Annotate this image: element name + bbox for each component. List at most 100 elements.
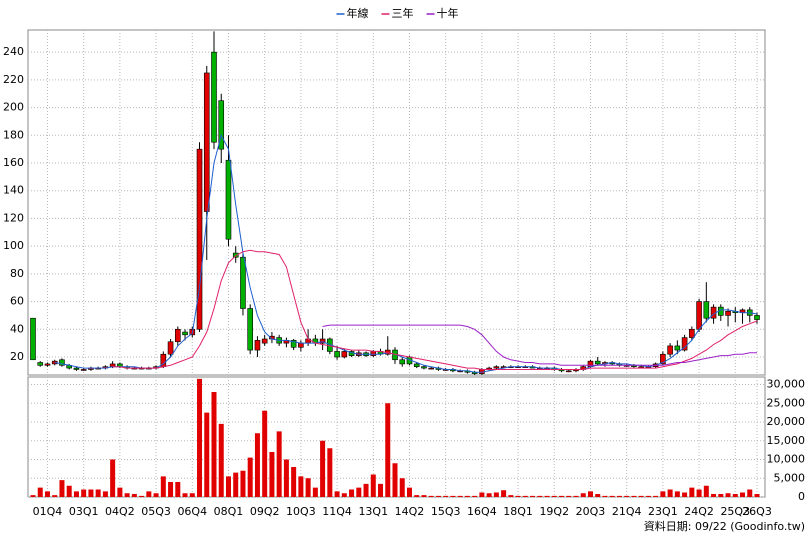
volume-bar — [320, 440, 326, 497]
x-tick-label: 25Q3 — [720, 505, 750, 518]
volume-bar — [392, 463, 398, 497]
volume-bar — [457, 495, 463, 497]
volume-bar — [341, 493, 347, 497]
candle-body — [334, 351, 340, 358]
y-tick-label: 40 — [10, 322, 24, 335]
x-tick-label: 20Q3 — [576, 505, 606, 518]
candle-body — [298, 342, 304, 348]
candle-body — [290, 340, 297, 348]
y2-tick-label: 15,000 — [767, 434, 806, 447]
x-tick-label: 24Q2 — [684, 505, 714, 518]
volume-bar — [175, 482, 181, 497]
x-tick-label: 10Q3 — [286, 505, 316, 518]
volume-bar — [37, 487, 43, 497]
x-tick-label: 19Q2 — [539, 505, 569, 518]
volume-bar — [269, 452, 275, 497]
candle-body — [44, 363, 51, 366]
y2-tick-label: 20,000 — [767, 415, 806, 428]
volume-bar — [696, 489, 702, 497]
volume-bar — [139, 495, 145, 497]
volume-bar — [218, 423, 224, 497]
y2-tick-label: 25,000 — [767, 396, 806, 409]
volume-bar — [559, 495, 565, 497]
volume-bar — [30, 495, 36, 497]
x-tick-label: 23Q1 — [648, 505, 678, 518]
candle-body — [196, 148, 203, 330]
x-tick-label: 09Q2 — [250, 505, 280, 518]
volume-bar — [522, 495, 528, 497]
candle-body — [565, 370, 572, 373]
volume-bar — [501, 490, 507, 497]
candle-body — [754, 315, 760, 320]
volume-bar — [631, 495, 637, 497]
volume-bar — [370, 474, 376, 497]
x-tick-label: 01Q4 — [33, 505, 63, 518]
volume-bar — [312, 487, 318, 497]
x-tick-label: 15Q3 — [431, 505, 461, 518]
volume-bar — [616, 495, 622, 497]
volume-bar — [233, 472, 239, 497]
y-tick-label: 140 — [3, 184, 24, 197]
candle-body — [175, 328, 181, 343]
x-tick-label: 14Q2 — [395, 505, 425, 518]
volume-bar — [291, 467, 297, 497]
volume-bar — [110, 459, 116, 497]
volume-bar — [356, 487, 362, 497]
x-tick-label: 03Q1 — [69, 505, 99, 518]
y-tick-label: 200 — [3, 101, 24, 114]
volume-bar — [711, 494, 717, 497]
candle-body — [73, 367, 80, 370]
candle-body — [37, 362, 44, 366]
candle-body — [203, 72, 210, 212]
volume-bar — [718, 494, 724, 497]
candle-body — [319, 338, 326, 344]
volume-bar — [732, 494, 738, 497]
volume-bar — [298, 476, 304, 497]
volume-bar — [131, 494, 137, 497]
volume-bar — [124, 493, 130, 497]
candle-body — [30, 317, 36, 361]
volume-bar — [725, 493, 731, 497]
volume-bar — [81, 489, 87, 497]
volume-bar — [472, 495, 478, 497]
candle-body — [725, 310, 731, 316]
footer: 資料日期: 09/22 (Goodinfo.tw) — [644, 519, 805, 533]
volume-bar — [197, 378, 203, 497]
volume-bar — [153, 493, 159, 497]
candle-body — [493, 366, 500, 369]
y-tick-label: 220 — [3, 73, 24, 86]
volume-bar — [240, 470, 246, 497]
volume-bar — [754, 494, 760, 497]
volume-bar — [254, 433, 260, 497]
x-tick-label: 04Q2 — [105, 505, 135, 518]
y-tick-label: 240 — [3, 45, 24, 58]
volume-bar — [276, 431, 282, 497]
legend-label: 三年 — [392, 6, 414, 20]
volume-bar — [508, 495, 514, 497]
legend-label: 年線 — [347, 6, 369, 20]
volume-bar — [443, 495, 449, 497]
x-tick-label: 21Q4 — [612, 505, 642, 518]
volume-bar — [102, 491, 108, 497]
volume-bar — [515, 495, 521, 497]
candle-body — [341, 351, 348, 358]
volume-bar — [262, 410, 268, 497]
volume-bar — [168, 482, 174, 497]
y-tick-label: 100 — [3, 239, 24, 252]
x-tick-label: 11Q4 — [322, 505, 352, 518]
volume-bar — [421, 495, 427, 497]
volume-bar — [88, 489, 94, 497]
candle-body — [703, 301, 710, 319]
volume-bar — [385, 403, 391, 497]
x-tick-label: 05Q3 — [141, 505, 171, 518]
volume-bar — [544, 495, 550, 497]
ma-line — [112, 249, 758, 370]
volume-bar — [674, 491, 680, 497]
volume-bar — [414, 495, 420, 497]
volume-bar — [595, 494, 601, 497]
candle-body — [681, 337, 688, 351]
candle-body — [240, 256, 246, 309]
candle-body — [211, 51, 217, 143]
volume-bar — [378, 483, 384, 497]
